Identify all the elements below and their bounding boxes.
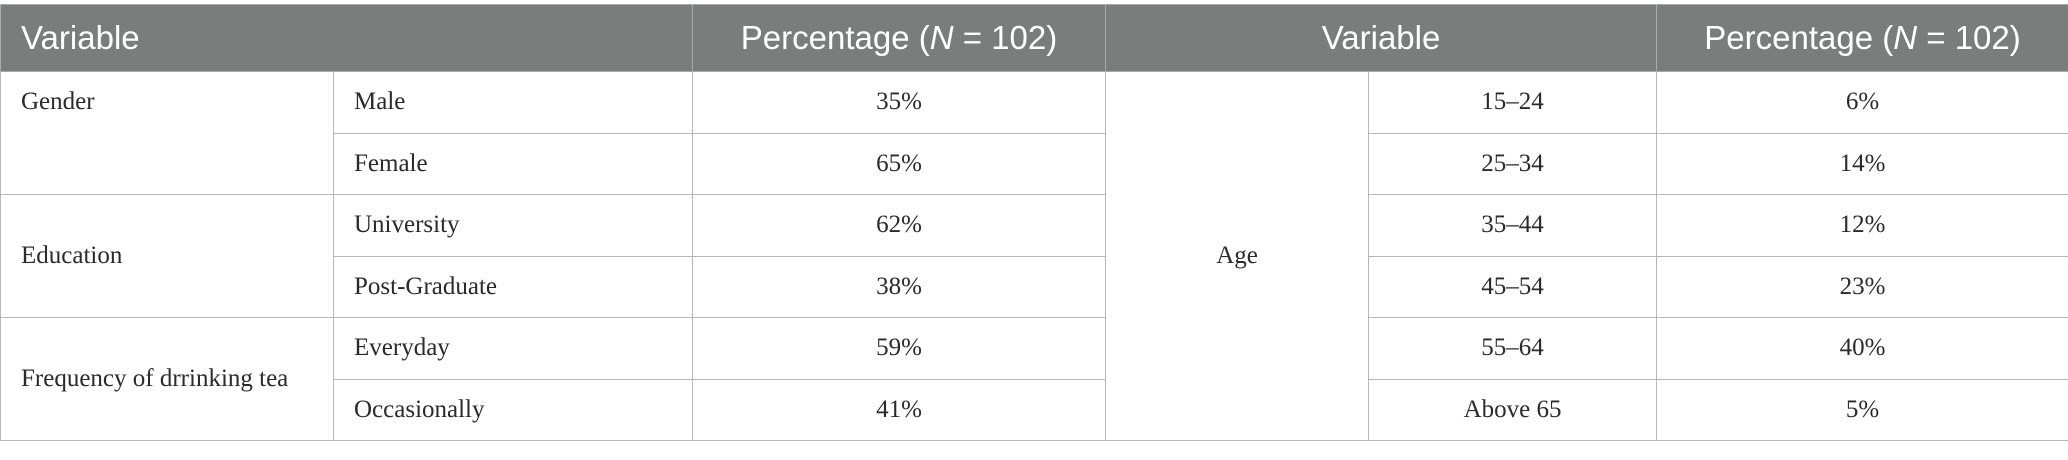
age-range-3: 35–44	[1368, 194, 1658, 257]
header-percentage-right: Percentage (N = 102)	[1656, 4, 2068, 72]
frequency-occasionally-pct: 41%	[692, 378, 1107, 441]
header-pct-right-prefix: Percentage (	[1704, 19, 1894, 56]
gender-female-label: Female	[332, 132, 694, 195]
table-row: Occasionally 41% Above 65 5%	[1, 378, 2068, 441]
age-pct-1: 6%	[1656, 71, 2068, 134]
gender-male-pct: 35%	[692, 71, 1107, 134]
age-pct-5: 40%	[1656, 317, 2068, 380]
age-range-4: 45–54	[1368, 255, 1658, 318]
age-range-1: 15–24	[1368, 71, 1658, 134]
header-pct-right-n: N	[1893, 19, 1918, 56]
education-university-label: University	[332, 194, 694, 257]
header-pct-right-suffix: = 102)	[1917, 19, 2021, 56]
table-row: Education University 62% 35–44 12%	[0, 194, 2068, 318]
gender-male-label: Male	[332, 71, 694, 134]
header-pct-left-prefix: Percentage (	[740, 19, 930, 56]
education-label: Education	[0, 194, 334, 318]
demographics-table: Variable Percentage (N = 102) Variable P…	[0, 4, 2068, 441]
age-pct-3: 12%	[1656, 194, 2068, 257]
age-label: Age	[1105, 71, 1370, 441]
age-pct-4: 23%	[1656, 255, 2068, 318]
education-university-pct: 62%	[692, 194, 1107, 257]
frequency-label: Frequency of drrinking tea	[0, 317, 334, 441]
education-postgrad-label: Post-Graduate	[332, 255, 694, 318]
gender-label: Gender	[0, 71, 334, 195]
education-postgrad-pct: 38%	[692, 255, 1107, 318]
header-row: Variable Percentage (N = 102) Variable P…	[0, 4, 2068, 72]
age-range-5: 55–64	[1368, 317, 1658, 380]
table-row: Post-Graduate 38% 45–54 23%	[1, 255, 2068, 318]
age-range-6: Above 65	[1368, 378, 1658, 441]
gender-female-pct: 65%	[692, 132, 1107, 195]
frequency-occasionally-label: Occasionally	[332, 378, 694, 441]
age-pct-2: 14%	[1656, 132, 2068, 195]
frequency-everyday-pct: 59%	[692, 317, 1107, 380]
age-range-2: 25–34	[1368, 132, 1658, 195]
header-percentage-left: Percentage (N = 102)	[692, 4, 1107, 72]
table-row: Frequency of drrinking tea Everyday 59% …	[0, 317, 2068, 441]
header-variable-left: Variable	[0, 4, 694, 72]
header-pct-left-suffix: = 102)	[953, 19, 1058, 56]
frequency-everyday-label: Everyday	[332, 317, 694, 380]
age-pct-6: 5%	[1656, 378, 2068, 441]
header-variable-right: Variable	[1105, 4, 1658, 72]
header-pct-left-n: N	[929, 19, 954, 56]
table-row: Gender Male 35% Age 15–24 6%	[0, 71, 2068, 441]
